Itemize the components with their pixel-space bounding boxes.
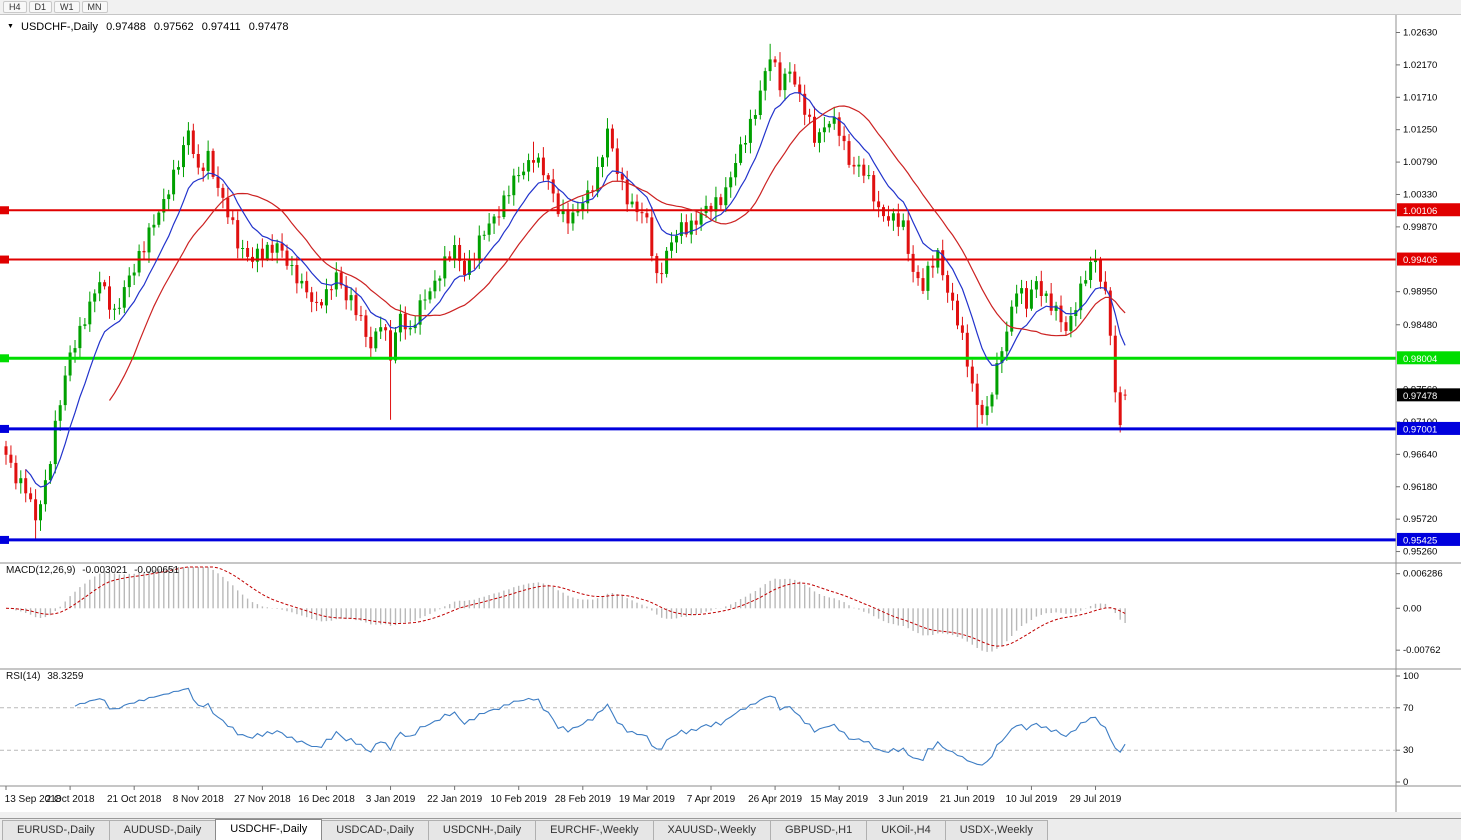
- svg-text:27 Nov 2018: 27 Nov 2018: [234, 794, 291, 805]
- svg-text:0.99406: 0.99406: [1403, 255, 1437, 266]
- svg-text:16 Dec 2018: 16 Dec 2018: [298, 794, 355, 805]
- rsi-indicator: 100 70 30 0: [0, 671, 1419, 788]
- svg-text:1.00330: 1.00330: [1403, 189, 1437, 200]
- chart-tab-xauusd-weekly[interactable]: XAUUSD-,Weekly: [652, 820, 771, 840]
- macd-main-value: -0.003021: [82, 565, 128, 576]
- rsi-value: 38.3259: [47, 671, 84, 682]
- ma-fast-line: [25, 92, 1126, 488]
- macd-panel-label: MACD(12,26,9) -0.003021 -0.000651: [6, 565, 183, 576]
- timeframe-toolbar: H4 D1 W1 MN: [0, 0, 1461, 15]
- horizontal-levels: [0, 206, 1396, 544]
- svg-text:70: 70: [1403, 703, 1414, 714]
- timeframe-button-w1[interactable]: W1: [54, 1, 80, 13]
- svg-text:1.00790: 1.00790: [1403, 157, 1437, 168]
- chart-symbol-label: USDCHF-,Daily: [21, 21, 98, 33]
- macd-signal-value: -0.000651: [134, 565, 180, 576]
- svg-text:10 Feb 2019: 10 Feb 2019: [491, 794, 548, 805]
- svg-text:0.97478: 0.97478: [1403, 391, 1437, 402]
- svg-text:2 Oct 2018: 2 Oct 2018: [46, 794, 95, 805]
- ohlc-open: 0.97488: [106, 21, 146, 33]
- svg-text:0: 0: [1403, 777, 1408, 788]
- chart-tab-eurchf-weekly[interactable]: EURCHF-,Weekly: [535, 820, 654, 840]
- svg-text:0.97001: 0.97001: [1403, 424, 1437, 435]
- chart-tab-ukoil-h4[interactable]: UKOil-,H4: [866, 820, 946, 840]
- price-scale: 1.02630 1.02170 1.01710 1.01250 1.00790 1.003…: [1395, 15, 1460, 812]
- svg-text:21 Jun 2019: 21 Jun 2019: [940, 794, 995, 805]
- svg-text:22 Jan 2019: 22 Jan 2019: [427, 794, 482, 805]
- svg-text:13 Sep 2018: 13 Sep 2018: [5, 794, 62, 805]
- svg-text:29 Jul 2019: 29 Jul 2019: [1070, 794, 1122, 805]
- svg-text:3 Jun 2019: 3 Jun 2019: [879, 794, 929, 805]
- svg-text:0.95425: 0.95425: [1403, 535, 1437, 546]
- svg-text:1.00106: 1.00106: [1403, 206, 1437, 217]
- chart-background: [0, 15, 1461, 812]
- svg-text:0.96640: 0.96640: [1403, 449, 1437, 460]
- svg-text:21 Oct 2018: 21 Oct 2018: [107, 794, 162, 805]
- svg-text:100: 100: [1403, 671, 1419, 682]
- svg-text:1.01710: 1.01710: [1403, 92, 1437, 103]
- chart-tab-audusd-daily[interactable]: AUDUSD-,Daily: [108, 820, 217, 840]
- ohlc-high: 0.97562: [153, 21, 194, 33]
- chart-tab-usdchf-daily[interactable]: USDCHF-,Daily: [215, 819, 323, 840]
- svg-text:0.006286: 0.006286: [1403, 569, 1443, 580]
- svg-text:7 Apr 2019: 7 Apr 2019: [687, 794, 736, 805]
- chart-title: ▼ USDCHF-,Daily 0.97488 0.97562 0.97411 …: [7, 21, 294, 33]
- svg-text:8 Nov 2018: 8 Nov 2018: [173, 794, 225, 805]
- chart-tab-bar: EURUSD-,Daily AUDUSD-,Daily USDCHF-,Daily U…: [0, 818, 1461, 840]
- svg-text:26 Apr 2019: 26 Apr 2019: [748, 794, 802, 805]
- ohlc-low: 0.97411: [201, 21, 241, 33]
- chart-tab-eurusd-daily[interactable]: EURUSD-,Daily: [2, 820, 110, 840]
- svg-text:0.99870: 0.99870: [1403, 222, 1437, 233]
- svg-text:0.98480: 0.98480: [1403, 320, 1437, 331]
- svg-text:-0.00762: -0.00762: [1403, 645, 1441, 656]
- svg-text:3 Jan 2019: 3 Jan 2019: [366, 794, 416, 805]
- svg-text:0.95720: 0.95720: [1403, 514, 1437, 525]
- ohlc-close: 0.97478: [248, 21, 289, 33]
- timeframe-button-h4[interactable]: H4: [3, 1, 27, 13]
- svg-text:0.95260: 0.95260: [1403, 547, 1437, 558]
- rsi-indicator-name: RSI(14): [6, 671, 41, 682]
- svg-text:0.98950: 0.98950: [1403, 287, 1437, 298]
- svg-text:19 Mar 2019: 19 Mar 2019: [619, 794, 676, 805]
- svg-text:28 Feb 2019: 28 Feb 2019: [555, 794, 612, 805]
- svg-text:15 May 2019: 15 May 2019: [810, 794, 868, 805]
- svg-text:0.96180: 0.96180: [1403, 482, 1437, 493]
- timeframe-button-mn[interactable]: MN: [81, 1, 108, 13]
- chart-menu-icon[interactable]: ▼: [7, 23, 14, 30]
- timeframe-button-d1[interactable]: D1: [28, 1, 53, 13]
- svg-text:30: 30: [1403, 745, 1414, 756]
- svg-text:1.01250: 1.01250: [1403, 125, 1437, 136]
- macd-indicator: 0.006286 0.00 -0.00762: [5, 566, 1443, 656]
- chart-tab-gbpusd-h1[interactable]: GBPUSD-,H1: [769, 820, 868, 840]
- svg-text:0.00: 0.00: [1403, 603, 1422, 614]
- macd-indicator-name: MACD(12,26,9): [6, 565, 76, 576]
- ma-slow-line: [109, 105, 1126, 401]
- svg-text:10 Jul 2019: 10 Jul 2019: [1006, 794, 1058, 805]
- chart-tab-usdcad-daily[interactable]: USDCAD-,Daily: [321, 820, 429, 840]
- chart-tab-usdcnh-daily[interactable]: USDCNH-,Daily: [427, 820, 537, 840]
- chart-tab-usdx-weekly[interactable]: USDX-,Weekly: [944, 820, 1048, 840]
- svg-text:1.02630: 1.02630: [1403, 27, 1437, 38]
- svg-text:0.98004: 0.98004: [1403, 354, 1437, 365]
- svg-text:1.02170: 1.02170: [1403, 60, 1437, 71]
- rsi-panel-label: RSI(14) 38.3259: [6, 671, 87, 682]
- pane-separators: [0, 562, 1461, 787]
